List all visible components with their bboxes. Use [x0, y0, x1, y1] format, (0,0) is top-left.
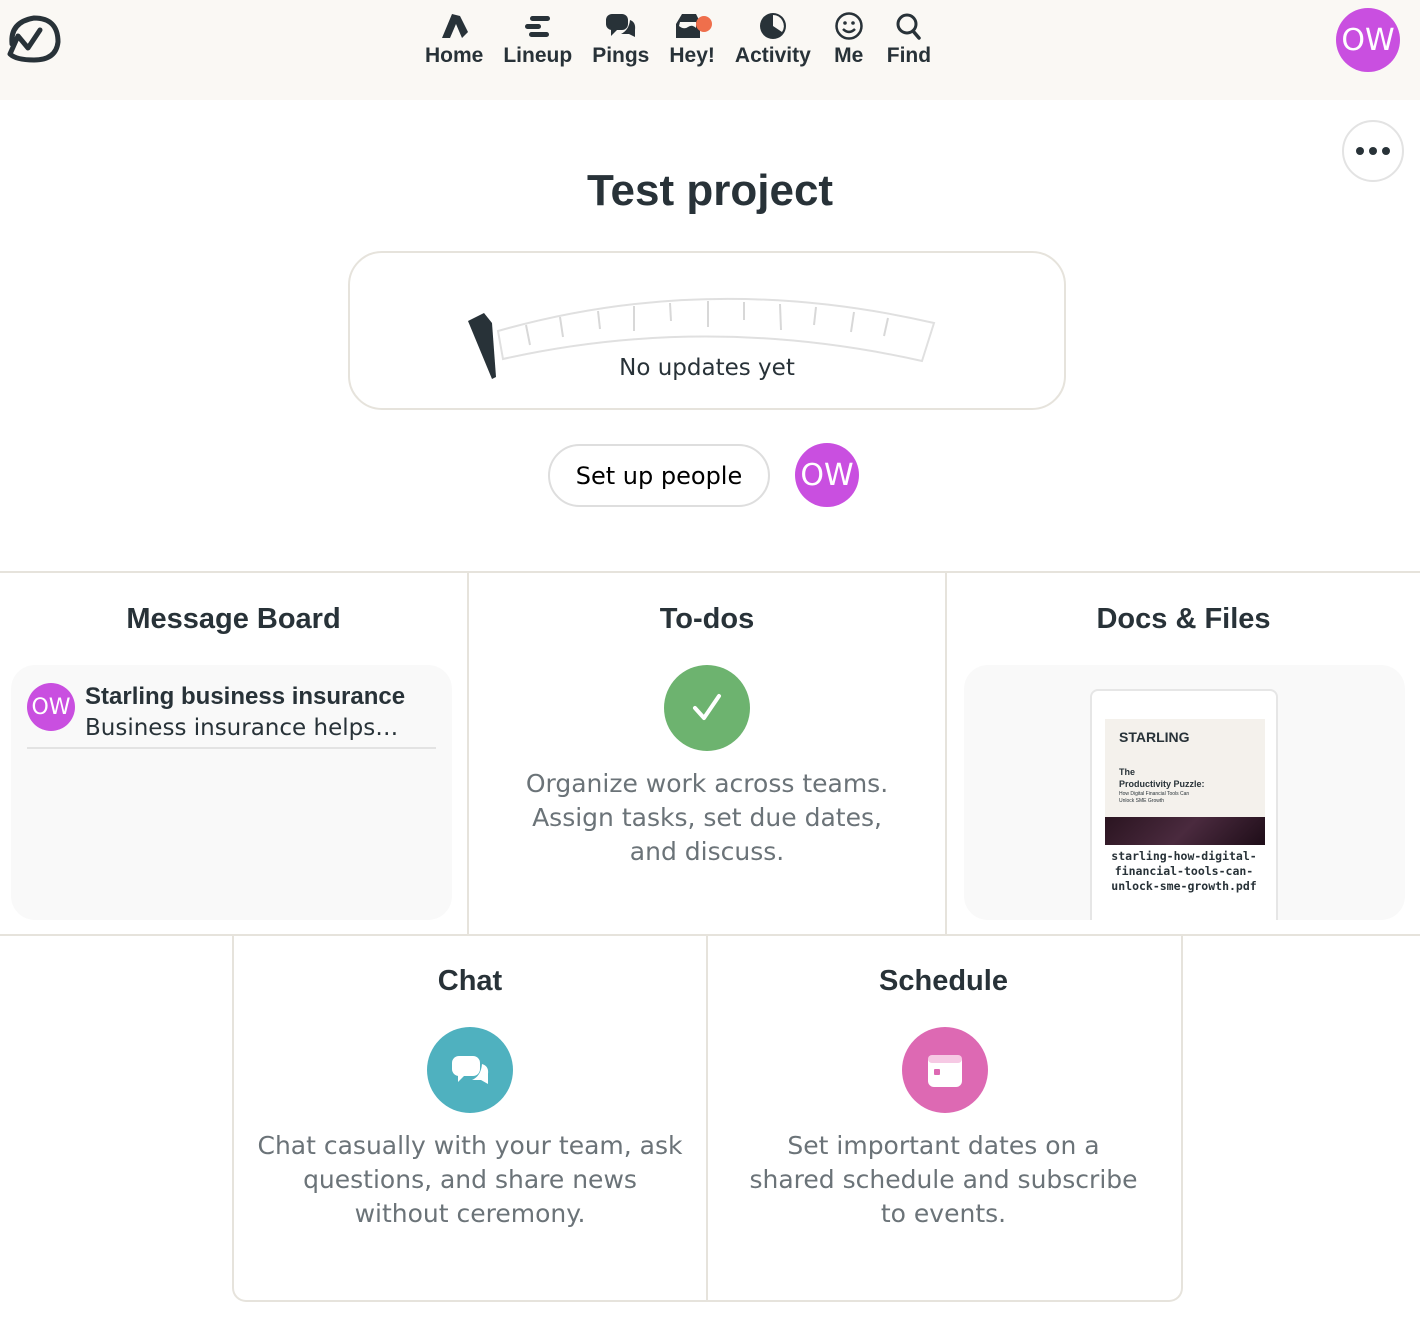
document-thumbnail: STARLING The Productivity Puzzle: How Di… — [1105, 719, 1265, 845]
pings-icon — [605, 14, 635, 37]
thumb-heading: The — [1119, 767, 1136, 777]
page-title: Test project — [586, 166, 834, 215]
thumb-heading: Productivity Puzzle: — [1119, 779, 1205, 789]
nav-label: Activity — [734, 44, 811, 67]
thumb-subheading: Unlock SME Growth — [1119, 798, 1165, 804]
smiley-icon — [835, 12, 863, 40]
thumb-subheading: How Digital Financial Tools Can — [1119, 791, 1190, 797]
home-icon — [442, 14, 469, 38]
chat-icon — [427, 1027, 513, 1113]
nav-label: Hey! — [669, 44, 715, 67]
more-options-button[interactable] — [1342, 120, 1404, 182]
nav-label: Pings — [592, 44, 650, 67]
card-title: Docs & Files — [1096, 603, 1271, 635]
calendar-icon — [902, 1027, 988, 1113]
chat-card[interactable]: Chat Chat casually with your team, ask q… — [232, 935, 708, 1302]
description-line: Chat casually with your team, ask — [257, 1131, 683, 1160]
gauge-status-text: No updates yet — [619, 355, 795, 381]
nav-label: Me — [834, 44, 864, 67]
search-icon — [896, 13, 921, 40]
message-board-card[interactable]: Message Board OW Starling business insur… — [0, 571, 469, 936]
description-line: questions, and share news — [303, 1165, 637, 1194]
document-file[interactable]: STARLING The Productivity Puzzle: How Di… — [1090, 689, 1278, 920]
nav-label: Home — [425, 44, 484, 67]
author-avatar: OW — [27, 683, 75, 731]
schedule-card[interactable]: Schedule Set important dates on a shared… — [706, 935, 1183, 1302]
checkmark-icon — [664, 665, 750, 751]
nav-me[interactable]: Me — [821, 10, 877, 68]
card-description: Chat casually with your team, ask questi… — [234, 1129, 706, 1231]
dot-icon — [1382, 147, 1390, 155]
main-nav: Home Lineup Pings Hey! Activity Me Find — [415, 10, 941, 68]
nav-home[interactable]: Home — [415, 10, 493, 68]
file-name: starling-how-digital- financial-tools-ca… — [1092, 849, 1276, 894]
member-avatar[interactable]: OW — [795, 443, 859, 507]
description-line: without ceremony. — [354, 1199, 586, 1228]
file-name-line: financial-tools-can- — [1114, 864, 1254, 878]
docs-list: STARLING The Productivity Puzzle: How Di… — [964, 665, 1405, 920]
message-excerpt: Business insurance helps… — [85, 715, 399, 741]
description-line: Set important dates on a — [787, 1131, 1100, 1160]
nav-label: Find — [886, 44, 932, 67]
message-item[interactable]: OW Starling business insurance Business … — [27, 679, 436, 749]
nav-find[interactable]: Find — [877, 10, 941, 68]
basecamp-logo-icon[interactable] — [6, 14, 62, 71]
hey-icon — [676, 14, 713, 38]
card-description: Organize work across teams. Assign tasks… — [469, 767, 945, 869]
thumb-brand: STARLING — [1119, 729, 1190, 745]
card-title: Chat — [437, 965, 503, 997]
nav-activity[interactable]: Activity — [725, 10, 821, 68]
description-line: Assign tasks, set due dates, — [532, 803, 882, 832]
nav-hey[interactable]: Hey! — [659, 10, 725, 68]
gauge-icon — [468, 297, 936, 379]
nav-lineup[interactable]: Lineup — [493, 10, 582, 68]
top-nav-bar: Home Lineup Pings Hey! Activity Me Find … — [0, 0, 1420, 100]
description-line: Organize work across teams. — [525, 769, 889, 798]
activity-icon — [759, 13, 786, 39]
user-avatar[interactable]: OW — [1336, 8, 1400, 72]
project-gauge[interactable]: No updates yet — [348, 251, 1066, 410]
file-name-line: starling-how-digital- — [1111, 849, 1257, 863]
set-up-people-button[interactable]: Set up people — [548, 444, 770, 507]
description-line: and discuss. — [629, 837, 785, 866]
nav-label: Lineup — [503, 44, 573, 67]
dot-icon — [1356, 147, 1364, 155]
card-title: Message Board — [126, 603, 341, 635]
docs-files-card[interactable]: Docs & Files STARLING The Productivity P… — [945, 571, 1420, 936]
description-line: shared schedule and subscribe — [749, 1165, 1138, 1194]
lineup-icon — [524, 16, 550, 37]
file-name-line: unlock-sme-growth.pdf — [1111, 879, 1257, 893]
dot-icon — [1369, 147, 1377, 155]
card-title: To-dos — [659, 603, 755, 635]
todos-card[interactable]: To-dos Organize work across teams. Assig… — [469, 571, 945, 936]
nav-pings[interactable]: Pings — [582, 10, 659, 68]
card-title: Schedule — [879, 965, 1008, 997]
description-line: to events. — [880, 1199, 1007, 1228]
card-description: Set important dates on a shared schedule… — [706, 1129, 1181, 1231]
message-list: OW Starling business insurance Business … — [11, 665, 452, 920]
message-title: Starling business insurance — [85, 683, 406, 710]
